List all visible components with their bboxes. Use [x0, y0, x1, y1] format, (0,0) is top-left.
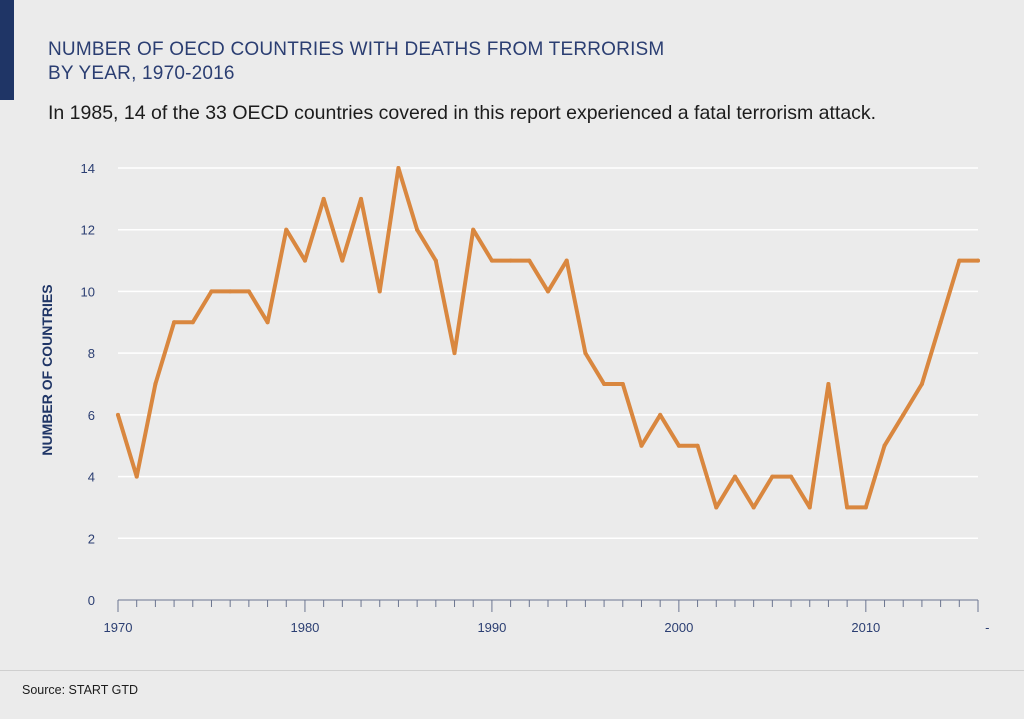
data-point-2012: [901, 412, 906, 417]
data-point-2015: [957, 258, 962, 263]
data-point-1971: [134, 474, 139, 479]
x-tick-label: 1990: [477, 620, 506, 635]
data-point-2001: [695, 443, 700, 448]
data-point-1989: [471, 227, 476, 232]
title-line-2: BY YEAR, 1970-2016: [48, 63, 235, 84]
data-point-1993: [546, 289, 550, 294]
y-tick-label: 14: [81, 161, 95, 176]
y-tick-label: 0: [88, 593, 95, 608]
x-tick-labels: 1970 1980 1990 2000 2010 -: [104, 620, 990, 635]
data-point-2004: [751, 505, 756, 510]
data-point-2016: [976, 258, 980, 263]
data-point-2009: [845, 505, 850, 510]
data-point-2005: [770, 474, 775, 479]
x-tick-label: 1980: [290, 620, 319, 635]
chart-subtitle: In 1985, 14 of the 33 OECD countries cov…: [48, 102, 877, 124]
data-point-1999: [658, 412, 663, 417]
data-point-1979: [284, 227, 289, 232]
data-point-1998: [639, 443, 644, 448]
data-point-1983: [359, 196, 364, 201]
data-point-1985: [396, 166, 401, 170]
data-point-1988: [452, 351, 457, 356]
data-point-2014: [938, 320, 943, 325]
title-line-1: NUMBER OF OECD COUNTRIES WITH DEATHS FRO…: [48, 39, 665, 60]
y-tick-label: 10: [81, 284, 95, 299]
data-point-2002: [714, 505, 719, 510]
y-tick-label: 8: [88, 346, 95, 361]
data-point-1980: [302, 258, 307, 263]
data-point-1995: [583, 351, 588, 356]
y-tick-label: 2: [88, 531, 95, 546]
x-tick-label: 2010: [851, 620, 880, 635]
data-point-2000: [676, 443, 681, 448]
data-point-2013: [919, 382, 924, 386]
data-point-1984: [377, 289, 382, 294]
data-point-1974: [190, 320, 195, 325]
data-point-2010: [863, 505, 868, 510]
data-point-1982: [340, 258, 345, 263]
chart-title: NUMBER OF OECD COUNTRIES WITH DEATHS FRO…: [48, 38, 948, 86]
data-point-1972: [153, 382, 158, 386]
data-point-1976: [228, 289, 233, 294]
source-note: Source: START GTD: [22, 683, 139, 697]
data-point-2006: [789, 474, 794, 479]
data-point-1992: [527, 258, 532, 263]
data-point-1990: [489, 258, 494, 263]
series-line: [116, 166, 980, 510]
footer-divider: [0, 670, 1024, 671]
gridlines: [118, 167, 978, 540]
data-point-2011: [882, 443, 887, 448]
data-point-2007: [807, 505, 812, 510]
y-axis-label: NUMBER OF COUNTRIES: [39, 284, 55, 455]
data-point-1978: [265, 320, 270, 325]
x-tick-label: 1970: [104, 620, 133, 635]
y-tick-labels: 0 2 4 6 8 10 12 14: [81, 161, 95, 608]
data-point-1981: [321, 196, 326, 201]
x-tick-label: 2000: [664, 620, 693, 635]
data-point-1975: [209, 289, 214, 294]
y-tick-label: 12: [81, 223, 95, 238]
y-tick-label: 6: [88, 408, 95, 423]
data-point-1994: [564, 258, 569, 263]
data-point-1977: [246, 289, 251, 294]
data-point-2008: [826, 382, 831, 386]
y-tick-label: 4: [88, 470, 95, 485]
x-axis: [117, 599, 979, 612]
data-point-2003: [732, 474, 737, 479]
data-point-1987: [433, 258, 438, 263]
data-point-1997: [620, 382, 625, 386]
data-points: [116, 166, 980, 510]
accent-bar: [0, 0, 14, 100]
data-point-1991: [508, 258, 513, 263]
data-point-1996: [602, 382, 607, 386]
data-point-1986: [415, 227, 420, 232]
data-point-1970: [116, 412, 120, 417]
x-tick-label: -: [985, 620, 989, 635]
data-point-1973: [172, 320, 177, 325]
